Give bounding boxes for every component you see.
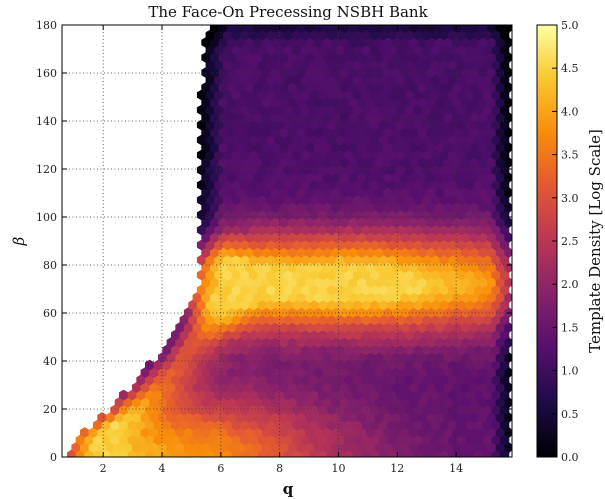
density-hexbins (67, 24, 513, 458)
y-tick-label: 0 (50, 451, 57, 464)
x-axis-ticks: 2 4 6 8 10 12 14 (100, 25, 463, 475)
colorbar-tick-label: 2.0 (561, 278, 579, 291)
x-tick-label: 8 (276, 462, 283, 475)
hexbin-cell (97, 412, 107, 423)
colorbar-label: Template Density [Log Scale] (586, 129, 604, 353)
x-tick-label: 2 (100, 462, 107, 475)
y-tick-label: 40 (43, 355, 57, 368)
colorbar-tick-label: 2.5 (561, 235, 579, 248)
hexbin-cell (119, 389, 129, 401)
x-tick-label: 14 (449, 462, 463, 475)
colorbar-tick-label: 4.0 (561, 105, 579, 118)
y-tick-label: 80 (43, 259, 57, 272)
y-axis-ticks: 0 20 40 60 80 100 120 140 160 180 (36, 19, 512, 464)
hexbin-cell (145, 359, 155, 371)
y-tick-label: 20 (43, 403, 57, 416)
x-tick-label: 4 (159, 462, 166, 475)
y-tick-label: 140 (36, 115, 57, 128)
x-tick-label: 10 (331, 462, 345, 475)
x-tick-label: 6 (217, 462, 224, 475)
colorbar-tick-label: 0.0 (561, 451, 579, 464)
grid-lines (62, 25, 512, 457)
plot-frame (61, 24, 513, 458)
y-tick-label: 180 (36, 19, 57, 32)
x-axis-label: q (283, 480, 294, 498)
colorbar-tick-label: 3.0 (561, 192, 579, 205)
y-tick-label: 100 (36, 211, 57, 224)
colorbar-tick-label: 0.5 (561, 408, 579, 421)
y-tick-label: 120 (36, 163, 57, 176)
colorbar-tick-label: 1.5 (561, 321, 579, 334)
x-tick-label: 12 (390, 462, 404, 475)
chart-title: The Face-On Precessing NSBH Bank (148, 3, 428, 21)
colorbar-tick-label: 3.5 (561, 149, 579, 162)
hexbin-cell (80, 427, 90, 438)
y-tick-label: 160 (36, 67, 57, 80)
colorbar-tick-label: 5.0 (561, 19, 579, 32)
colorbar-ticks: 0.0 0.5 1.0 1.5 2.0 2.5 3.0 3.5 4.0 4.5 5.0 (552, 19, 579, 464)
colorbar-tick-label: 4.5 (561, 62, 579, 75)
y-axis-label: β (10, 236, 28, 246)
y-tick-label: 60 (43, 307, 57, 320)
colorbar-tick-label: 1.0 (561, 365, 579, 378)
